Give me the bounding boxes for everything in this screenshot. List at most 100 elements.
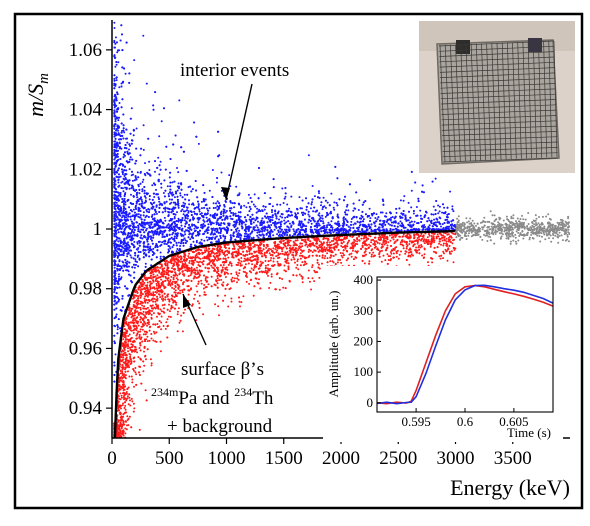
- scatter-point: [399, 243, 402, 246]
- scatter-point: [259, 243, 262, 246]
- scatter-point: [360, 237, 363, 240]
- scatter-point: [224, 276, 227, 278]
- scatter-point: [118, 397, 121, 400]
- scatter-point: [418, 248, 421, 251]
- scatter-point: [144, 333, 147, 336]
- scatter-point: [299, 264, 302, 267]
- scatter-point: [239, 305, 241, 308]
- scatter-point: [119, 379, 122, 382]
- scatter-point: [200, 269, 203, 272]
- scatter-point: [142, 360, 145, 363]
- scatter-point: [405, 247, 408, 250]
- scatter-point: [286, 257, 289, 260]
- scatter-point: [164, 280, 166, 282]
- scatter-point: [331, 251, 334, 254]
- scatter-point: [213, 268, 216, 271]
- scatter-point: [147, 319, 150, 322]
- scatter-point: [542, 231, 545, 234]
- scatter-point: [550, 240, 553, 243]
- scatter-point: [367, 237, 370, 240]
- scatter-point: [416, 251, 418, 254]
- scatter-point: [172, 257, 174, 260]
- scatter-point: [239, 264, 242, 267]
- scatter-point: [294, 254, 297, 257]
- scatter-point: [536, 234, 539, 237]
- scatter-point: [492, 228, 495, 231]
- scatter-point: [230, 300, 233, 303]
- scatter-point: [207, 270, 210, 273]
- scatter-point: [252, 294, 255, 297]
- scatter-point: [130, 397, 133, 400]
- scatter-point: [308, 248, 311, 251]
- scatter-point: [213, 259, 215, 262]
- scatter-point: [564, 239, 567, 242]
- scatter-point: [238, 300, 241, 303]
- scatter-point: [307, 256, 310, 258]
- scatter-point: [119, 430, 122, 433]
- scatter-point: [535, 222, 537, 224]
- scatter-point: [249, 244, 252, 247]
- scatter-point: [187, 255, 190, 258]
- scatter-point: [430, 235, 433, 237]
- scatter-point: [132, 340, 135, 343]
- scatter-point: [486, 226, 489, 229]
- scatter-point: [128, 360, 131, 363]
- scatter-point: [416, 249, 419, 252]
- scatter-point: [405, 259, 408, 261]
- scatter-point: [259, 287, 262, 290]
- scatter-point: [144, 277, 146, 280]
- scatter-point: [467, 234, 470, 237]
- scatter-point: [482, 226, 485, 229]
- scatter-point: [181, 270, 184, 273]
- scatter-point: [124, 385, 127, 388]
- scatter-point: [530, 226, 533, 229]
- scatter-point: [302, 264, 305, 267]
- scatter-point: [404, 252, 407, 255]
- scatter-point: [139, 341, 142, 344]
- scatter-point: [126, 141, 129, 144]
- scatter-point: [197, 264, 200, 266]
- scatter-point: [216, 268, 219, 271]
- scatter-point: [146, 340, 149, 343]
- scatter-point: [233, 251, 236, 254]
- scatter-point: [396, 238, 399, 241]
- scatter-point: [386, 244, 389, 247]
- scatter-point: [121, 372, 124, 375]
- scatter-point: [133, 360, 136, 363]
- scatter-point: [174, 294, 177, 296]
- scatter-point: [127, 417, 130, 420]
- scatter-point: [415, 239, 418, 242]
- scatter-point: [174, 289, 177, 292]
- scatter-point: [521, 234, 524, 236]
- scatter-point: [512, 222, 515, 225]
- scatter-point: [174, 285, 177, 288]
- scatter-point: [504, 223, 507, 226]
- scatter-point: [435, 237, 438, 240]
- scatter-point: [450, 250, 453, 253]
- scatter-point: [170, 306, 173, 309]
- scatter-point: [216, 271, 218, 274]
- scatter-point: [253, 266, 256, 268]
- scatter-point: [124, 401, 126, 404]
- scatter-point: [302, 249, 305, 252]
- scatter-point: [225, 259, 228, 262]
- scatter-point: [408, 240, 411, 243]
- scatter-point: [214, 245, 217, 248]
- scatter-point: [330, 240, 333, 242]
- scatter-point: [173, 296, 176, 298]
- scatter-point: [188, 269, 191, 272]
- scatter-point: [191, 270, 194, 273]
- scatter-point: [247, 245, 249, 248]
- scatter-point: [139, 357, 142, 360]
- scatter-point: [130, 316, 133, 319]
- scatter-point: [122, 335, 125, 338]
- scatter-point: [123, 361, 126, 364]
- scatter-point: [390, 258, 392, 260]
- scatter-point: [168, 310, 171, 313]
- scatter-point: [458, 223, 461, 226]
- scatter-point: [120, 394, 123, 397]
- scatter-point: [433, 246, 436, 249]
- scatter-point: [196, 290, 199, 293]
- scatter-point: [166, 295, 169, 298]
